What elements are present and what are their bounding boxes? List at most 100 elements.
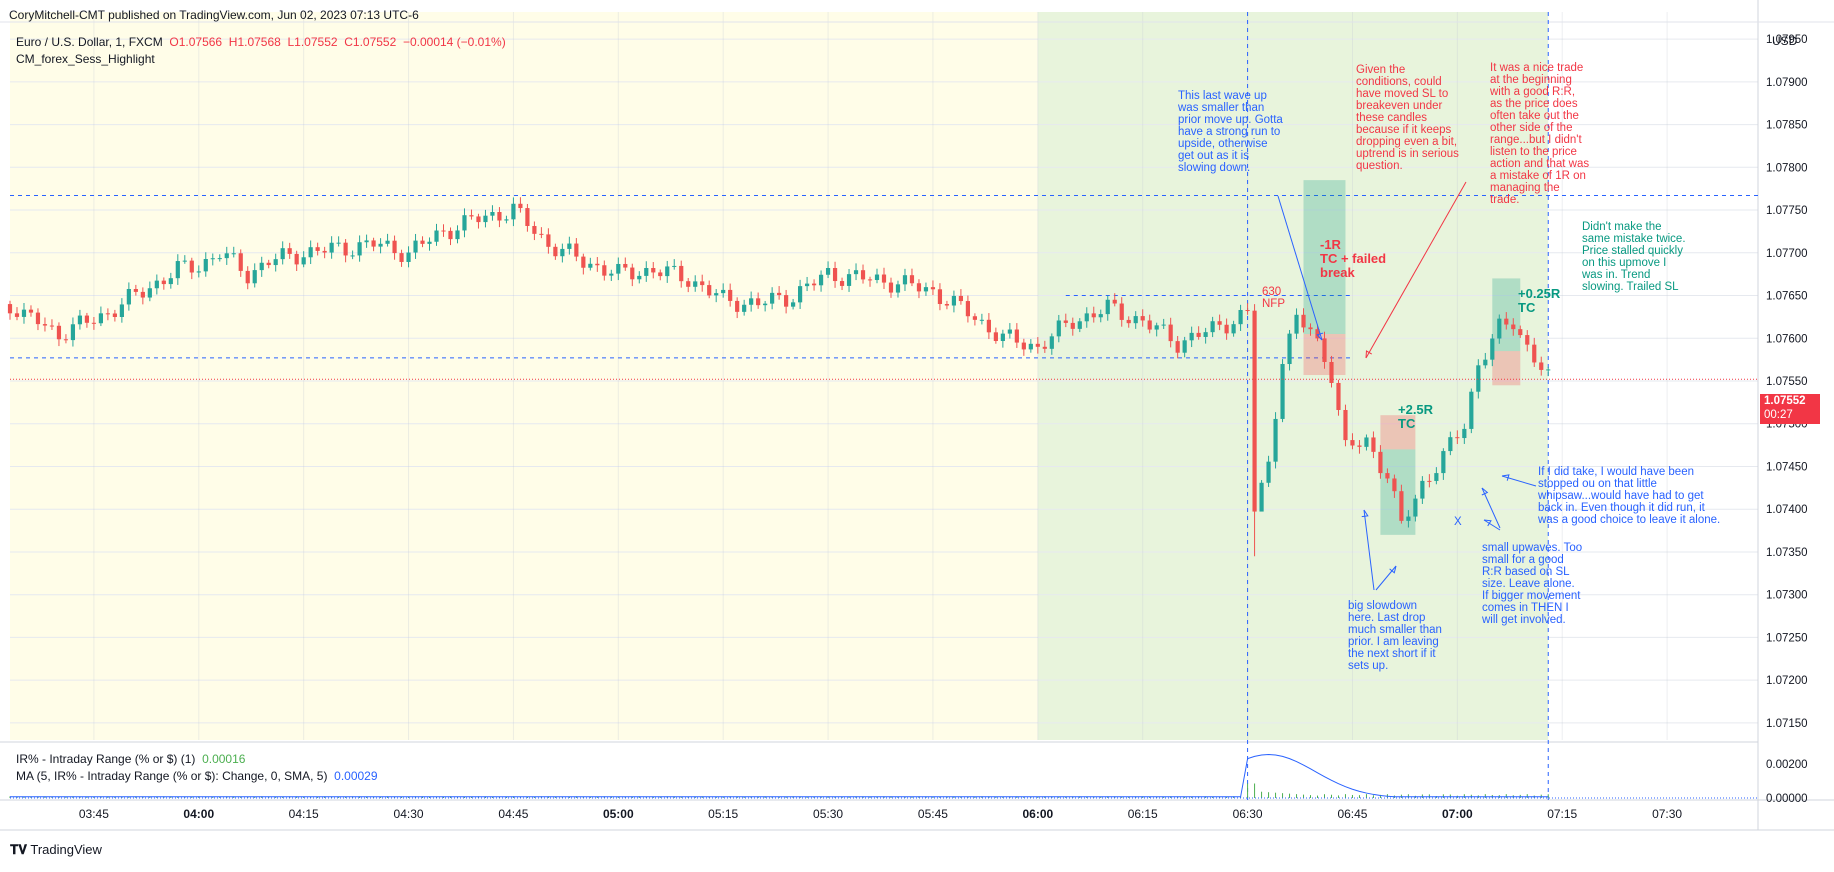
candle-body (742, 304, 747, 312)
symbol-name[interactable]: Euro / U.S. Dollar, 1, FXCM (16, 35, 163, 49)
candle-body (630, 267, 635, 280)
ma-indicator-legend[interactable]: MA (5, IR% - Intraday Range (% or $): Ch… (16, 769, 378, 783)
candle-body (1476, 365, 1481, 392)
candle-body (895, 284, 901, 293)
candle-body (1455, 437, 1460, 439)
candle-body (420, 240, 425, 244)
candle-body (511, 203, 516, 220)
candle-body (77, 315, 83, 325)
ohlc-change: −0.00014 (−0.01%) (402, 35, 506, 49)
candle-body (651, 268, 656, 273)
candle-body (595, 263, 600, 266)
symbol-legend[interactable]: Euro / U.S. Dollar, 1, FXCM O1.07566 H1.… (16, 35, 506, 49)
candle-body (217, 258, 222, 260)
candle-body (1112, 299, 1117, 304)
lower-axis-label: 0.00000 (1766, 793, 1808, 805)
candle-body (1042, 346, 1047, 349)
candle-body (637, 275, 642, 280)
candle-body (1007, 329, 1012, 334)
currency-label[interactable]: USD (1772, 34, 1798, 48)
candle-body (49, 325, 55, 327)
small-arrow-b-head (1483, 519, 1492, 527)
slowdown-arrow-a-head (1361, 509, 1369, 518)
ir-indicator-legend[interactable]: IR% - Intraday Range (% or $) (1) 0.0001… (16, 752, 245, 766)
candle-body (182, 260, 187, 262)
candle-body (14, 313, 20, 317)
candle-body (539, 233, 544, 235)
trade-stop-zone (1380, 415, 1416, 450)
candle-body (686, 281, 691, 287)
candle-body (839, 281, 845, 286)
candle-body (1371, 437, 1376, 452)
candle-body (1252, 310, 1257, 512)
candle-body (763, 303, 768, 306)
candle-body (63, 339, 69, 341)
x-tick-label: 05:00 (603, 807, 634, 821)
y-tick-label: 1.07600 (1766, 333, 1808, 345)
session-indicator-label[interactable]: CM_forex_Sess_Highlight (16, 52, 155, 66)
candle-body (588, 263, 593, 268)
candle-body (1322, 338, 1327, 362)
candle-body (1441, 451, 1446, 474)
candle-body (126, 288, 131, 305)
candle-body (1238, 309, 1243, 325)
candle-body (1091, 313, 1096, 318)
candle-body (665, 266, 670, 277)
candle-body (1175, 341, 1180, 353)
candle-body (140, 291, 145, 298)
candle-body (378, 243, 383, 247)
candle-body (1098, 314, 1103, 318)
candle-body (644, 268, 649, 276)
candle-body (21, 309, 27, 317)
candles-group (7, 197, 1551, 557)
minus-1r-label: -1R TC + failed break (1320, 237, 1387, 280)
nice-trade-note: It was a nice trade at the beginning wit… (1490, 62, 1590, 206)
candle-body (700, 281, 705, 286)
candle-body (84, 315, 90, 323)
y-tick-label: 1.07400 (1766, 504, 1808, 516)
candle-body (1028, 343, 1033, 350)
ir-indicator-label: IR% - Intraday Range (% or $) (1) (16, 752, 196, 766)
candle-body (441, 230, 446, 232)
candle-body (210, 258, 215, 260)
candle-body (1343, 409, 1348, 441)
candle-body (175, 261, 180, 279)
candle-body (965, 301, 971, 317)
candle-body (951, 295, 957, 306)
x-tick-label: 05:45 (918, 807, 948, 821)
y-tick-label: 1.07450 (1766, 461, 1808, 473)
ma-indicator-value: 0.00029 (334, 769, 378, 783)
small-arrow-a-head (1481, 487, 1489, 496)
candle-body (56, 325, 62, 340)
candle-body (1525, 335, 1530, 345)
candle-body (1119, 303, 1124, 320)
candle-body (1504, 318, 1509, 325)
candle-body (811, 283, 817, 286)
candle-body (1049, 336, 1054, 349)
candle-body (986, 319, 991, 333)
candle-body (490, 212, 495, 216)
tradingview-brand[interactable]: 𝐓𝐕 TradingView (10, 842, 102, 858)
y-tick-label: 1.07250 (1766, 632, 1808, 644)
candle-body (1385, 473, 1390, 479)
candle-body (1168, 324, 1173, 342)
x-tick-label: 04:30 (394, 807, 424, 821)
candle-body (1182, 340, 1187, 353)
candle-body (1427, 480, 1432, 482)
candle-body (1105, 299, 1110, 315)
candle-body (714, 293, 719, 296)
candle-body (434, 230, 439, 242)
candle-body (1490, 338, 1495, 360)
candle-body (1406, 516, 1411, 521)
slowdown-arrow-b (1375, 565, 1397, 591)
bar-countdown: 00:27 (1764, 409, 1793, 421)
candle-body (1336, 382, 1341, 410)
candle-body (609, 273, 614, 276)
candle-body (224, 253, 229, 259)
candle-body (672, 265, 677, 267)
candle-body (860, 270, 866, 280)
wave-arrow-head (1316, 332, 1324, 341)
y-tick-label: 1.07150 (1766, 718, 1808, 730)
